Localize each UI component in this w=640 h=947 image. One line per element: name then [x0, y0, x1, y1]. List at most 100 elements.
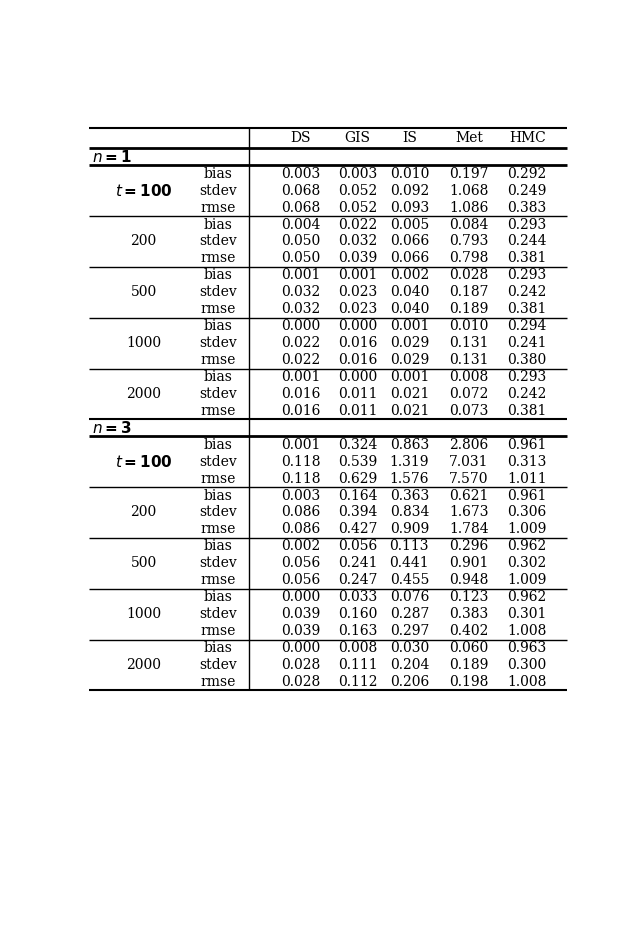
Text: 0.000: 0.000 [338, 370, 377, 384]
Text: 0.293: 0.293 [508, 218, 547, 231]
Text: 0.539: 0.539 [338, 455, 377, 469]
Text: 0.002: 0.002 [281, 540, 321, 553]
Text: 0.301: 0.301 [508, 607, 547, 621]
Text: stdev: stdev [199, 607, 237, 621]
Text: 0.016: 0.016 [281, 387, 321, 401]
Text: 0.029: 0.029 [390, 336, 429, 350]
Text: 0.197: 0.197 [449, 167, 489, 181]
Text: 0.123: 0.123 [449, 590, 489, 604]
Text: bias: bias [204, 540, 232, 553]
Text: 0.629: 0.629 [338, 472, 377, 486]
Text: stdev: stdev [199, 235, 237, 248]
Text: HMC: HMC [509, 132, 545, 145]
Text: 0.189: 0.189 [449, 658, 489, 672]
Text: bias: bias [204, 590, 232, 604]
Text: 0.021: 0.021 [390, 403, 429, 418]
Text: bias: bias [204, 489, 232, 503]
Text: 1.009: 1.009 [508, 573, 547, 587]
Text: 0.160: 0.160 [338, 607, 377, 621]
Text: 0.962: 0.962 [508, 590, 547, 604]
Text: 2000: 2000 [126, 387, 161, 401]
Text: 0.164: 0.164 [338, 489, 377, 503]
Text: $\mathbf{\mathit{t}}$$\mathbf{= 100}$: $\mathbf{\mathit{t}}$$\mathbf{= 100}$ [115, 183, 172, 199]
Text: 0.032: 0.032 [281, 302, 321, 316]
Text: bias: bias [204, 167, 232, 181]
Text: 1.319: 1.319 [390, 455, 429, 469]
Text: 0.455: 0.455 [390, 573, 429, 587]
Text: 0.198: 0.198 [449, 675, 489, 688]
Text: 0.039: 0.039 [338, 251, 377, 265]
Text: 0.427: 0.427 [338, 523, 377, 536]
Text: 0.621: 0.621 [449, 489, 489, 503]
Text: 0.241: 0.241 [338, 556, 377, 570]
Text: 0.297: 0.297 [390, 624, 429, 638]
Text: 0.189: 0.189 [449, 302, 489, 316]
Text: 1.673: 1.673 [449, 506, 489, 520]
Text: stdev: stdev [199, 658, 237, 672]
Text: 0.010: 0.010 [449, 319, 489, 333]
Text: 0.008: 0.008 [338, 641, 377, 655]
Text: 0.073: 0.073 [449, 403, 489, 418]
Text: 0.244: 0.244 [508, 235, 547, 248]
Text: 0.001: 0.001 [281, 370, 321, 384]
Text: 0.016: 0.016 [338, 336, 377, 350]
Text: 0.008: 0.008 [449, 370, 489, 384]
Text: 0.313: 0.313 [508, 455, 547, 469]
Text: 0.798: 0.798 [449, 251, 489, 265]
Text: 0.023: 0.023 [338, 285, 377, 299]
Text: 0.092: 0.092 [390, 184, 429, 198]
Text: 0.380: 0.380 [508, 353, 547, 367]
Text: 0.963: 0.963 [508, 641, 547, 655]
Text: 0.163: 0.163 [338, 624, 377, 638]
Text: 0.028: 0.028 [449, 268, 489, 282]
Text: rmse: rmse [200, 472, 236, 486]
Text: 0.118: 0.118 [281, 455, 321, 469]
Text: stdev: stdev [199, 556, 237, 570]
Text: 0.052: 0.052 [338, 184, 377, 198]
Text: 0.242: 0.242 [508, 285, 547, 299]
Text: 0.249: 0.249 [508, 184, 547, 198]
Text: bias: bias [204, 218, 232, 231]
Text: 1.008: 1.008 [508, 624, 547, 638]
Text: stdev: stdev [199, 285, 237, 299]
Text: 200: 200 [131, 235, 157, 248]
Text: 0.021: 0.021 [390, 387, 429, 401]
Text: 0.948: 0.948 [449, 573, 489, 587]
Text: 0.292: 0.292 [508, 167, 547, 181]
Text: 0.381: 0.381 [508, 403, 547, 418]
Text: 1000: 1000 [126, 336, 161, 350]
Text: 0.241: 0.241 [508, 336, 547, 350]
Text: stdev: stdev [199, 506, 237, 520]
Text: 0.187: 0.187 [449, 285, 489, 299]
Text: 0.118: 0.118 [281, 472, 321, 486]
Text: bias: bias [204, 438, 232, 452]
Text: rmse: rmse [200, 201, 236, 215]
Text: 500: 500 [131, 556, 157, 570]
Text: 0.001: 0.001 [281, 268, 321, 282]
Text: $\mathbf{\mathit{t}}$$\mathbf{= 100}$: $\mathbf{\mathit{t}}$$\mathbf{= 100}$ [115, 454, 172, 470]
Text: 0.001: 0.001 [338, 268, 377, 282]
Text: 0.293: 0.293 [508, 268, 547, 282]
Text: 0.068: 0.068 [281, 184, 321, 198]
Text: 0.029: 0.029 [390, 353, 429, 367]
Text: 1000: 1000 [126, 607, 161, 621]
Text: stdev: stdev [199, 336, 237, 350]
Text: 0.033: 0.033 [338, 590, 377, 604]
Text: 0.901: 0.901 [449, 556, 489, 570]
Text: $\mathbf{\mathit{n}}$$\mathbf{= 1}$: $\mathbf{\mathit{n}}$$\mathbf{= 1}$ [92, 149, 132, 165]
Text: 0.004: 0.004 [281, 218, 321, 231]
Text: 0.032: 0.032 [281, 285, 321, 299]
Text: 0.001: 0.001 [390, 370, 429, 384]
Text: 0.010: 0.010 [390, 167, 429, 181]
Text: 0.056: 0.056 [338, 540, 377, 553]
Text: 2.806: 2.806 [449, 438, 489, 452]
Text: $\mathbf{\mathit{n}}$$\mathbf{= 3}$: $\mathbf{\mathit{n}}$$\mathbf{= 3}$ [92, 420, 132, 436]
Text: 0.068: 0.068 [281, 201, 321, 215]
Text: 0.000: 0.000 [281, 319, 321, 333]
Text: 0.961: 0.961 [508, 438, 547, 452]
Text: 0.072: 0.072 [449, 387, 489, 401]
Text: 0.022: 0.022 [338, 218, 377, 231]
Text: 0.441: 0.441 [390, 556, 429, 570]
Text: 0.028: 0.028 [281, 658, 321, 672]
Text: bias: bias [204, 319, 232, 333]
